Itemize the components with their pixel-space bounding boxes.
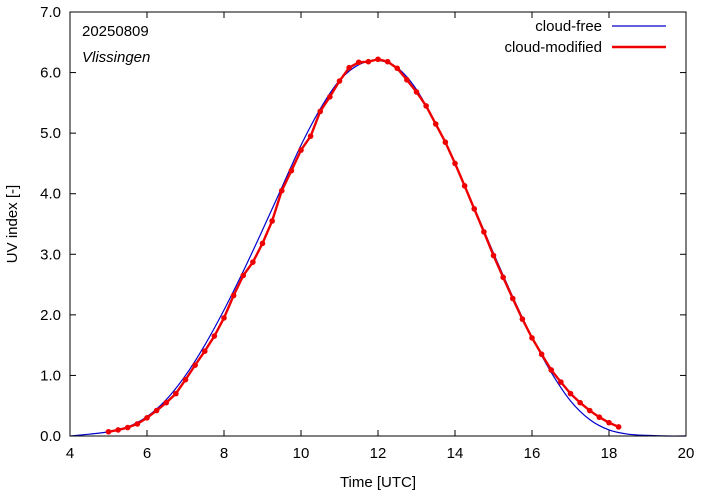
data-point-cloud-modified	[490, 252, 497, 259]
data-point-cloud-modified	[481, 229, 487, 235]
data-point-cloud-modified	[471, 206, 478, 212]
data-point-cloud-modified	[230, 292, 237, 299]
location-annotation: Vlissingen	[82, 49, 150, 66]
y-tick-label: 2.0	[40, 307, 61, 324]
data-point-cloud-modified	[615, 424, 622, 430]
plot-frame	[69, 11, 687, 437]
data-point-cloud-modified	[586, 407, 593, 414]
y-tick-label: 1.0	[40, 367, 61, 384]
y-axis-label: UV index [-]	[4, 185, 21, 263]
data-point-cloud-modified	[567, 390, 574, 397]
data-point-cloud-modified	[423, 103, 429, 109]
data-point-cloud-modified	[221, 315, 227, 321]
x-tick-label: 10	[293, 445, 310, 462]
data-point-cloud-modified	[240, 272, 247, 279]
x-tick-label: 18	[601, 445, 618, 462]
data-point-cloud-modified	[355, 59, 362, 66]
data-point-cloud-modified	[211, 333, 218, 339]
data-point-cloud-modified	[105, 428, 112, 435]
data-point-cloud-modified	[336, 78, 343, 84]
data-point-cloud-modified	[192, 362, 198, 368]
data-point-cloud-modified	[442, 139, 449, 146]
data-point-cloud-modified	[173, 390, 179, 397]
data-point-cloud-modified	[394, 65, 401, 72]
data-point-cloud-modified	[606, 419, 612, 426]
x-tick-label: 20	[678, 445, 695, 462]
x-tick-label: 4	[66, 445, 74, 462]
data-point-cloud-modified	[269, 218, 275, 224]
y-tick-label: 3.0	[40, 246, 61, 263]
y-tick-label: 5.0	[40, 125, 61, 142]
y-tick-label: 4.0	[40, 186, 61, 203]
data-point-cloud-modified	[529, 335, 535, 341]
data-point-cloud-modified	[509, 295, 516, 302]
data-point-cloud-modified	[346, 64, 352, 71]
series-layer	[69, 56, 687, 437]
data-point-cloud-modified	[278, 187, 285, 194]
data-point-cloud-modified	[596, 414, 603, 421]
data-point-cloud-modified	[500, 274, 506, 281]
data-point-cloud-modified	[327, 94, 333, 100]
data-point-cloud-modified	[365, 58, 372, 65]
data-point-cloud-modified	[413, 89, 420, 95]
data-point-cloud-modified	[182, 376, 189, 383]
data-point-cloud-modified	[317, 108, 324, 115]
data-point-cloud-modified	[259, 240, 266, 247]
data-point-cloud-modified	[548, 367, 555, 373]
legend: cloud-free cloud-modified	[504, 18, 666, 56]
y-tick-label: 0.0	[40, 428, 61, 445]
data-point-cloud-modified	[432, 121, 439, 127]
x-tick-label: 16	[524, 445, 541, 462]
x-tick-label: 14	[447, 445, 464, 462]
x-tick-label: 12	[370, 445, 387, 462]
y-tick-label: 7.0	[40, 4, 61, 21]
legend-label-cloud-modified: cloud-modified	[504, 39, 602, 56]
data-point-cloud-modified	[538, 351, 545, 358]
data-point-cloud-modified	[153, 407, 160, 414]
data-point-cloud-modified	[115, 427, 121, 433]
data-point-cloud-modified	[375, 56, 381, 63]
data-point-cloud-modified	[124, 424, 131, 431]
x-tick-label: 6	[143, 445, 151, 462]
data-point-cloud-modified	[288, 167, 295, 174]
data-point-cloud-modified	[558, 379, 564, 385]
y-tick-label: 6.0	[40, 65, 61, 82]
legend-label-cloud-free: cloud-free	[535, 18, 602, 35]
x-tick-label: 8	[220, 445, 228, 462]
axes-layer: 4 6 8 10 12 14 16 18 20 0.0 1.0 2.0 3.0 4.0 5.0 6.0 7.0	[40, 4, 694, 462]
date-annotation: 20250809	[82, 23, 149, 40]
data-point-cloud-modified	[452, 160, 458, 167]
data-point-cloud-modified	[519, 316, 526, 322]
data-point-cloud-modified	[404, 77, 410, 83]
data-point-cloud-modified	[384, 58, 391, 65]
data-point-cloud-modified	[307, 133, 314, 139]
data-point-cloud-modified	[144, 415, 150, 421]
data-point-cloud-modified	[250, 259, 256, 265]
data-point-cloud-modified	[163, 399, 170, 406]
data-point-cloud-modified	[298, 147, 304, 153]
x-axis-label: Time [UTC]	[340, 474, 416, 491]
data-point-cloud-modified	[577, 399, 583, 406]
series-line-cloud-modified	[108, 58, 620, 433]
data-point-cloud-modified	[201, 348, 208, 355]
data-point-cloud-modified	[134, 421, 141, 427]
series-line-cloud-free	[69, 59, 687, 437]
data-point-cloud-modified	[461, 183, 468, 189]
